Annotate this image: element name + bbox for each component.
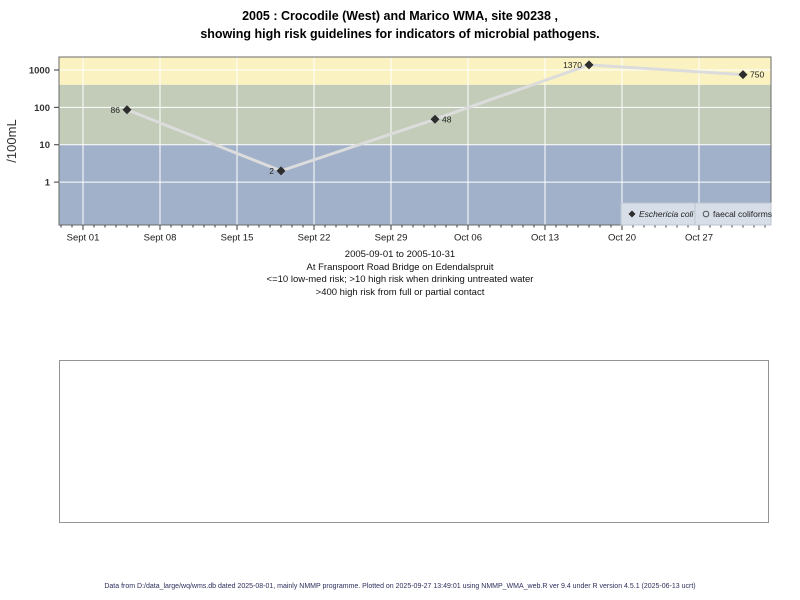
data-point xyxy=(122,105,132,115)
data-point-label: 48 xyxy=(442,114,452,124)
chart-title: 2005 : Crocodile (West) and Marico WMA, … xyxy=(0,7,800,43)
data-points: 86 2 48 1370 750 xyxy=(111,60,765,176)
chart-caption: 2005-09-01 to 2005-10-31 At Franspoort R… xyxy=(0,249,800,299)
data-point-label: 86 xyxy=(111,105,121,115)
data-point-label: 1370 xyxy=(563,60,582,70)
plot-border xyxy=(58,56,772,226)
y-axis: 1 10 100 1000 xyxy=(29,65,59,189)
y-tick-label: 1000 xyxy=(29,65,50,76)
chart-title-line1: 2005 : Crocodile (West) and Marico WMA, … xyxy=(242,9,558,23)
caption-risk-note-drinking: <=10 low-med risk; >10 high risk when dr… xyxy=(266,274,534,285)
data-point-label: 750 xyxy=(750,70,764,80)
y-axis-title: /100mL xyxy=(4,119,19,162)
legend-label: Eschericia coli xyxy=(639,209,694,219)
y-tick-label: 1 xyxy=(45,178,51,189)
legend-marker-filled-diamond-icon xyxy=(628,210,636,218)
data-point xyxy=(738,70,748,80)
caption-site-location: At Franspoort Road Bridge on Edendalspru… xyxy=(306,261,494,273)
y-tick-label: 10 xyxy=(39,140,50,151)
legend-label: faecal coliforms xyxy=(713,209,772,219)
x-tick-label: Sept 15 xyxy=(221,233,254,244)
chart-title-line2: showing high risk guidelines for indicat… xyxy=(200,27,600,41)
empty-panel xyxy=(59,360,769,523)
x-tick-label: Sept 08 xyxy=(144,233,177,244)
risk-bands xyxy=(59,57,771,225)
data-point-label: 2 xyxy=(269,166,274,176)
x-tick-label: Oct 13 xyxy=(531,233,559,244)
x-tick-label: Sept 29 xyxy=(375,233,408,244)
data-point xyxy=(430,114,440,124)
x-tick-label: Sept 22 xyxy=(298,233,331,244)
data-point xyxy=(584,60,594,70)
x-axis: Sept 01 Sept 08 Sept 15 Sept 22 Sept 29 Oct 0… xyxy=(60,225,766,244)
chart-plot: Sept 01 Sept 08 Sept 15 Sept 22 Sept 29 Oct 0… xyxy=(4,56,772,244)
x-tick-label: Oct 06 xyxy=(454,233,482,244)
gridlines xyxy=(59,57,771,225)
chart-legend: Eschericia coli faecal coliforms xyxy=(620,202,772,226)
x-tick-label: Oct 27 xyxy=(685,233,713,244)
footer-note: Data from D:/data_large/wq/wms.db dated … xyxy=(104,583,696,590)
caption-risk-note-contact: >400 high risk from full or partial cont… xyxy=(315,286,485,298)
x-tick-label: Oct 20 xyxy=(608,233,636,244)
caption-date-range: 2005-09-01 to 2005-10-31 xyxy=(344,249,456,260)
legend-box xyxy=(694,202,772,226)
band-high-risk-drinking-untreated xyxy=(59,84,771,145)
data-point xyxy=(276,166,286,176)
legend-marker-open-circle-icon xyxy=(702,210,710,218)
y-tick-label: 100 xyxy=(34,103,50,114)
band-high-risk-full-or-partial-contact xyxy=(59,57,771,85)
x-tick-label: Sept 01 xyxy=(67,233,100,244)
